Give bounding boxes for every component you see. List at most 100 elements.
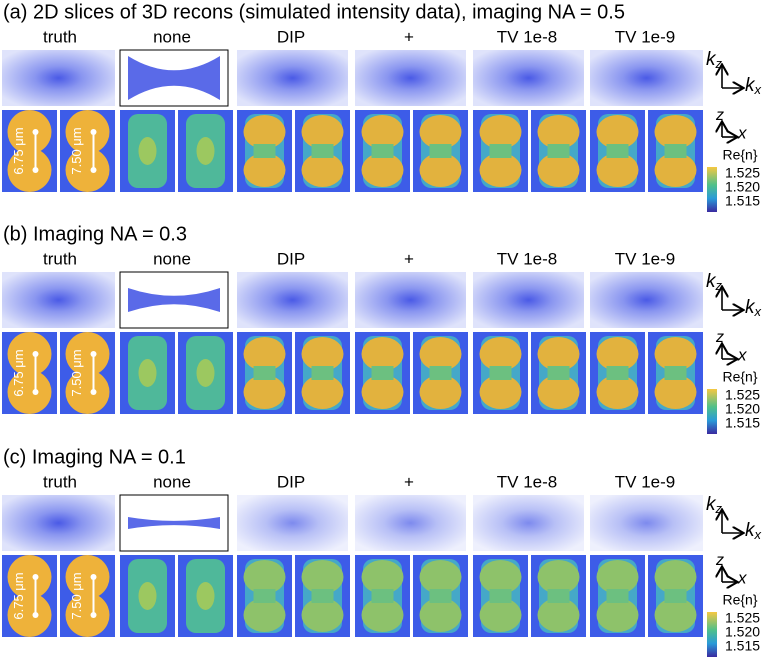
kspace-panel — [590, 50, 703, 106]
dot — [32, 389, 39, 395]
recon-core — [138, 359, 157, 387]
recon-sphere — [301, 598, 344, 632]
column-label: DIP — [277, 249, 305, 268]
recon-sphere — [654, 337, 697, 371]
dot — [90, 389, 97, 395]
colorbar-label: Re{n} — [722, 592, 757, 608]
kspace-panel — [237, 272, 348, 328]
panel-section: (a) 2D slices of 3D recons (simulated in… — [2, 1, 762, 212]
recon-neck — [664, 366, 687, 380]
axis-base: k — [745, 297, 756, 318]
axis-sub: x — [754, 82, 762, 97]
distance-label: 6.75 μm — [11, 127, 26, 174]
kspace-panel — [473, 495, 584, 551]
column-label: DIP — [277, 27, 305, 46]
axis-sub: x — [754, 527, 762, 542]
kspace-panel — [355, 495, 466, 551]
axis-base: k — [745, 520, 756, 541]
recon-sphere — [537, 115, 580, 149]
sphere — [7, 110, 52, 154]
recon-neck — [253, 589, 276, 603]
axis-base: k — [706, 49, 717, 70]
column-label: + — [404, 249, 414, 268]
dot — [90, 612, 97, 618]
axis-sub: z — [715, 56, 723, 71]
recon-sphere — [479, 115, 522, 149]
recon-neck — [253, 366, 276, 380]
recon-sphere — [301, 337, 344, 371]
recon-sphere — [596, 153, 639, 187]
column-label: none — [153, 472, 191, 491]
recon-neck — [253, 144, 276, 158]
column-label: TV 1e-8 — [497, 27, 557, 46]
column-label: + — [404, 472, 414, 491]
recon-sphere — [537, 375, 580, 409]
kspace-panel — [590, 272, 703, 328]
kspace-panel — [473, 272, 584, 328]
recon-core — [196, 582, 215, 610]
dot — [32, 167, 39, 173]
kspace-support — [128, 288, 220, 312]
kspace-panel — [2, 50, 115, 106]
recon-neck — [311, 589, 334, 603]
column-label: truth — [43, 472, 77, 491]
axis-sub: z — [715, 501, 723, 516]
recon-sphere — [537, 153, 580, 187]
column-label: truth — [43, 249, 77, 268]
column-label: TV 1e-9 — [615, 27, 675, 46]
recon-sphere — [361, 560, 404, 594]
recon-neck — [664, 589, 687, 603]
kspace-panel — [2, 272, 115, 328]
recon-sphere — [654, 375, 697, 409]
distance-label: 7.50 μm — [69, 127, 84, 174]
axis-label: kx — [745, 297, 762, 319]
dot — [32, 612, 39, 618]
dot — [90, 167, 97, 173]
kspace-panel — [355, 272, 466, 328]
recon-neck — [311, 144, 334, 158]
axis-label: x — [737, 568, 747, 587]
recon-sphere — [243, 598, 286, 632]
recon-sphere — [596, 375, 639, 409]
kspace-support — [128, 517, 220, 529]
column-label: TV 1e-8 — [497, 249, 557, 268]
section-title: (c) Imaging NA = 0.1 — [3, 446, 186, 468]
colorbar — [707, 389, 717, 434]
recon-neck — [311, 366, 334, 380]
recon-core — [138, 137, 157, 165]
recon-neck — [547, 366, 570, 380]
axis-sub: x — [754, 304, 762, 319]
kspace-panel — [237, 495, 348, 551]
axis-label: kx — [745, 75, 762, 97]
recon-sphere — [243, 153, 286, 187]
recon-sphere — [243, 560, 286, 594]
recon-sphere — [479, 337, 522, 371]
recon-core — [196, 137, 215, 165]
axis-label: kz — [706, 494, 723, 516]
axis-label: z — [715, 552, 724, 569]
axis-base: k — [706, 271, 717, 292]
column-label: DIP — [277, 472, 305, 491]
sphere — [65, 370, 110, 414]
axis-label: kx — [745, 520, 762, 542]
recon-sphere — [301, 560, 344, 594]
recon-neck — [371, 144, 394, 158]
recon-sphere — [301, 153, 344, 187]
distance-label: 6.75 μm — [11, 349, 26, 396]
column-label: none — [153, 249, 191, 268]
recon-neck — [664, 144, 687, 158]
dot — [32, 351, 39, 357]
sphere — [7, 555, 52, 599]
colorbar-label: Re{n} — [722, 147, 757, 163]
recon-sphere — [243, 337, 286, 371]
colorbar-tick: 1.525 — [725, 165, 760, 181]
recon-sphere — [654, 560, 697, 594]
recon-neck — [547, 589, 570, 603]
axis-label: kz — [706, 49, 723, 71]
column-label: + — [404, 27, 414, 46]
recon-sphere — [361, 598, 404, 632]
recon-sphere — [537, 337, 580, 371]
dot — [90, 351, 97, 357]
colorbar-tick: 1.520 — [725, 624, 760, 640]
